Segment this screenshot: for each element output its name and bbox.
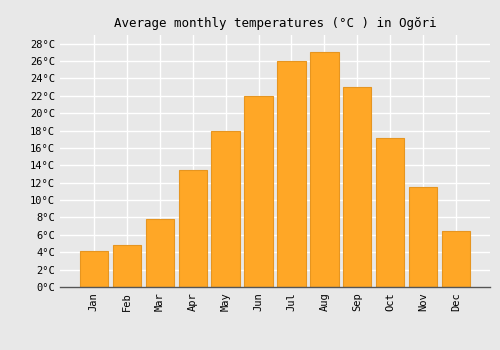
Bar xyxy=(212,131,240,287)
Bar xyxy=(442,231,470,287)
Bar xyxy=(278,61,305,287)
Bar xyxy=(376,138,404,287)
Title: Average monthly temperatures (°C ) in Ogŏri: Average monthly temperatures (°C ) in Og… xyxy=(114,17,436,30)
Bar xyxy=(310,52,338,287)
Bar xyxy=(410,187,438,287)
Bar xyxy=(344,87,371,287)
Bar xyxy=(146,219,174,287)
Bar xyxy=(112,245,140,287)
Bar xyxy=(244,96,272,287)
Bar xyxy=(178,170,206,287)
Bar xyxy=(80,251,108,287)
